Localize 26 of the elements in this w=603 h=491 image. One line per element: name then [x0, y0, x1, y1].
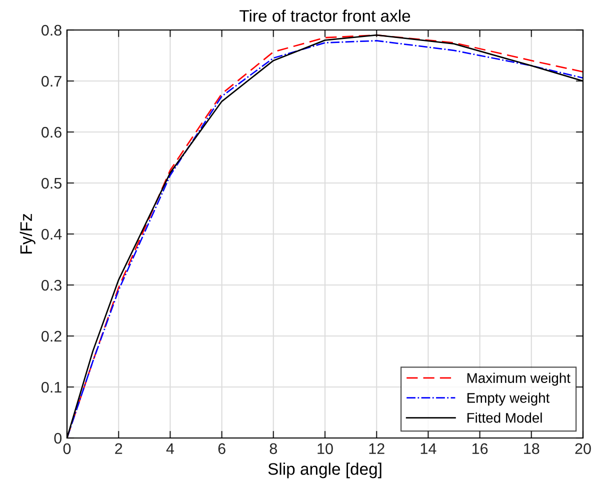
y-tick-label: 0	[54, 432, 62, 444]
legend-label: Maximum weight	[467, 372, 570, 386]
y-tick-label: 0.6	[42, 126, 62, 138]
chart-title: Tire of tractor front axle	[240, 10, 410, 22]
x-axis-title: Slip angle [deg]	[268, 462, 382, 478]
x-tick-label: 6	[218, 443, 226, 454]
y-axis-title: Fy/Fz	[20, 214, 36, 254]
y-tick-label: 0.2	[42, 330, 62, 342]
y-tick-label: 0.1	[42, 382, 62, 393]
y-tick-label: 0.7	[42, 76, 62, 87]
x-tick-label: 12	[369, 443, 384, 454]
x-tick-label: 8	[270, 443, 277, 454]
y-tick-label: 0.4	[42, 228, 62, 240]
x-tick-label: 16	[472, 443, 488, 454]
x-tick-label: 0	[63, 443, 71, 454]
x-tick-label: 4	[166, 443, 174, 454]
legend-label: Empty weight	[467, 392, 550, 406]
x-tick-label: 2	[115, 443, 122, 454]
x-tick-label: 14	[420, 443, 436, 454]
y-tick-label: 0.3	[42, 280, 62, 291]
x-tick-label: 20	[575, 443, 591, 454]
y-tick-label: 0.5	[42, 178, 62, 189]
legend-label: Fitted Model	[467, 412, 542, 423]
x-tick-label: 18	[524, 443, 540, 454]
y-tick-label: 0.8	[42, 24, 62, 36]
x-tick-label: 10	[318, 443, 333, 454]
